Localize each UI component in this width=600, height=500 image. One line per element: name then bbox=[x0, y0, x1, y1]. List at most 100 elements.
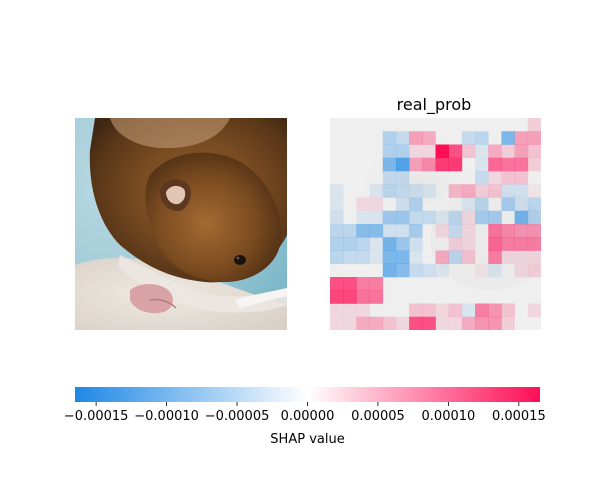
heatmap-cell bbox=[448, 237, 463, 251]
heatmap-cell bbox=[330, 250, 344, 265]
heatmap-cell bbox=[435, 303, 449, 318]
heatmap-cell bbox=[422, 144, 436, 159]
heatmap-cell bbox=[448, 210, 463, 225]
heatmap-cell bbox=[448, 250, 463, 265]
heatmap-cell bbox=[514, 131, 529, 145]
heatmap-cell bbox=[382, 250, 397, 265]
heatmap-cell bbox=[395, 184, 410, 198]
heatmap-cell bbox=[501, 303, 515, 318]
heatmap-cell bbox=[409, 250, 423, 265]
hamster-photo bbox=[75, 118, 287, 330]
heatmap-cell bbox=[514, 184, 529, 198]
heatmap-cell bbox=[527, 144, 541, 159]
colorbar-tick-label: −0.00015 bbox=[64, 409, 129, 424]
heatmap-cell bbox=[488, 316, 502, 330]
heatmap-cell bbox=[422, 263, 436, 278]
heatmap-cell bbox=[343, 250, 357, 265]
heatmap-cell bbox=[514, 250, 529, 265]
heatmap-cell bbox=[343, 290, 357, 304]
heatmap-cell bbox=[343, 237, 357, 251]
heatmap-cell bbox=[488, 303, 502, 318]
heatmap-cell bbox=[409, 237, 423, 251]
heatmap-cell bbox=[369, 184, 384, 198]
hamster-paw-detail bbox=[149, 298, 177, 309]
heatmap-cell bbox=[448, 303, 463, 318]
heatmap-cell bbox=[527, 131, 541, 145]
heatmap-cell bbox=[356, 210, 370, 225]
heatmap-cell bbox=[461, 131, 476, 145]
shap-heatmap bbox=[330, 118, 541, 330]
heatmap-cell bbox=[527, 184, 541, 198]
heatmap-cell bbox=[501, 144, 515, 159]
heatmap-cell bbox=[435, 210, 449, 225]
heatmap-cell bbox=[514, 237, 529, 251]
heatmap-ghost-image-2 bbox=[430, 190, 541, 290]
heatmap-cell bbox=[356, 197, 370, 212]
heatmap-cell bbox=[435, 144, 449, 159]
colorbar-gradient bbox=[75, 387, 540, 402]
heatmap-cell bbox=[356, 224, 370, 238]
heatmap-cell bbox=[475, 131, 489, 145]
heatmap-cell bbox=[514, 144, 529, 159]
heatmap-cell bbox=[527, 118, 541, 132]
colorbar-tick-label: 0.00015 bbox=[492, 409, 546, 424]
heatmap-cell bbox=[527, 197, 541, 212]
heatmap-cell bbox=[488, 250, 502, 265]
heatmap-cell bbox=[422, 157, 436, 172]
heatmap-cell bbox=[382, 157, 397, 172]
colorbar-label: SHAP value bbox=[270, 432, 344, 447]
heatmap-cell bbox=[475, 316, 489, 330]
bedding-highlight bbox=[235, 288, 287, 308]
heatmap-title: real_prob bbox=[397, 95, 472, 115]
heatmap-cell bbox=[527, 157, 541, 172]
heatmap-cell bbox=[527, 250, 541, 265]
heatmap-cell bbox=[356, 316, 370, 330]
heatmap-cell bbox=[488, 237, 502, 251]
heatmap-cell bbox=[395, 144, 410, 159]
heatmap-cell bbox=[475, 184, 489, 198]
heatmap-cell bbox=[461, 197, 476, 212]
heatmap-cell bbox=[435, 263, 449, 278]
heatmap-cell bbox=[475, 210, 489, 225]
heatmap-cell bbox=[488, 263, 502, 278]
heatmap-cell bbox=[448, 316, 463, 330]
heatmap-cell bbox=[330, 237, 344, 251]
hamster-eye-highlight bbox=[236, 256, 240, 260]
heatmap-cell bbox=[422, 303, 436, 318]
heatmap-cell bbox=[409, 224, 423, 238]
heatmap-cell bbox=[488, 224, 502, 238]
heatmap-cell bbox=[409, 131, 423, 145]
heatmap-cell bbox=[369, 277, 384, 291]
heatmap-cell bbox=[382, 144, 397, 159]
heatmap-cell bbox=[514, 197, 529, 212]
heatmap-cell bbox=[501, 316, 515, 330]
heatmap-cell bbox=[395, 157, 410, 172]
heatmap-cell bbox=[435, 224, 449, 238]
heatmap-cell bbox=[488, 210, 502, 225]
heatmap-cell bbox=[409, 210, 423, 225]
heatmap-cell bbox=[382, 224, 397, 238]
heatmap-cell bbox=[448, 144, 463, 159]
heatmap-cell bbox=[475, 263, 489, 278]
heatmap-cell bbox=[409, 197, 423, 212]
colorbar-tick-label: −0.00010 bbox=[134, 409, 199, 424]
heatmap-cell bbox=[501, 157, 515, 172]
heatmap-cell bbox=[527, 263, 541, 278]
heatmap-cell bbox=[409, 144, 423, 159]
heatmap-cell bbox=[395, 197, 410, 212]
heatmap-cell bbox=[527, 303, 541, 318]
heatmap-cell bbox=[330, 184, 344, 198]
heatmap-cell bbox=[475, 171, 489, 185]
hamster-ear-inner bbox=[166, 185, 186, 205]
heatmap-cell bbox=[501, 184, 515, 198]
heatmap-cell bbox=[435, 250, 449, 265]
heatmap-cell bbox=[409, 316, 423, 330]
heatmap-cell bbox=[501, 237, 515, 251]
heatmap-cell bbox=[382, 184, 397, 198]
heatmap-cell bbox=[330, 277, 344, 291]
heatmap-cells bbox=[330, 118, 541, 330]
heatmap-cell bbox=[395, 210, 410, 225]
heatmap-cell bbox=[422, 210, 436, 225]
heatmap-cell bbox=[527, 224, 541, 238]
